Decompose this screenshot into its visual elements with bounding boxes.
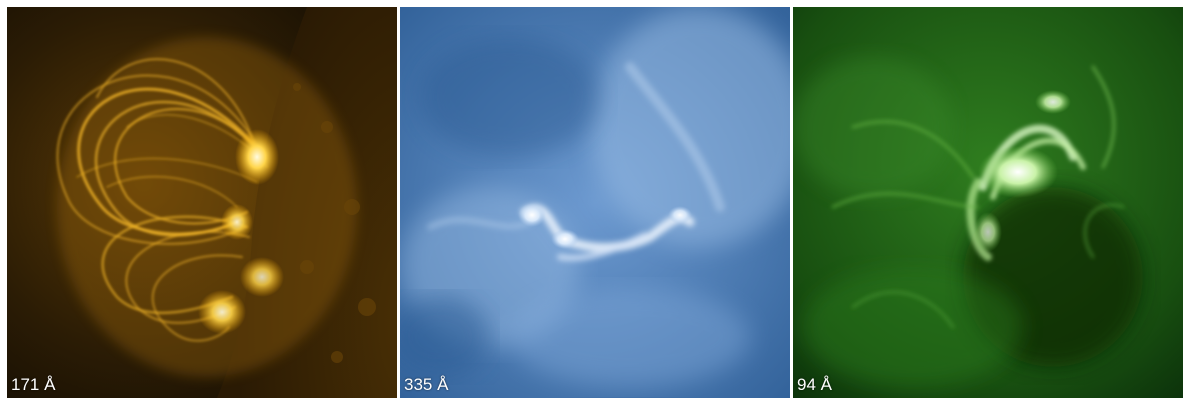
panel-335: 335 Å: [400, 7, 790, 398]
panel-94: 94 Å: [793, 7, 1183, 398]
solar-image-strip: 171 Å: [7, 7, 1183, 398]
wavelength-label: 335 Å: [404, 375, 449, 394]
wavelength-label: 171 Å: [11, 375, 56, 394]
solar-image-94: [793, 7, 1183, 398]
panel-171: 171 Å: [7, 7, 397, 398]
solar-image-171: [7, 7, 397, 398]
solar-image-335: [400, 7, 790, 398]
wavelength-label: 94 Å: [797, 375, 832, 394]
